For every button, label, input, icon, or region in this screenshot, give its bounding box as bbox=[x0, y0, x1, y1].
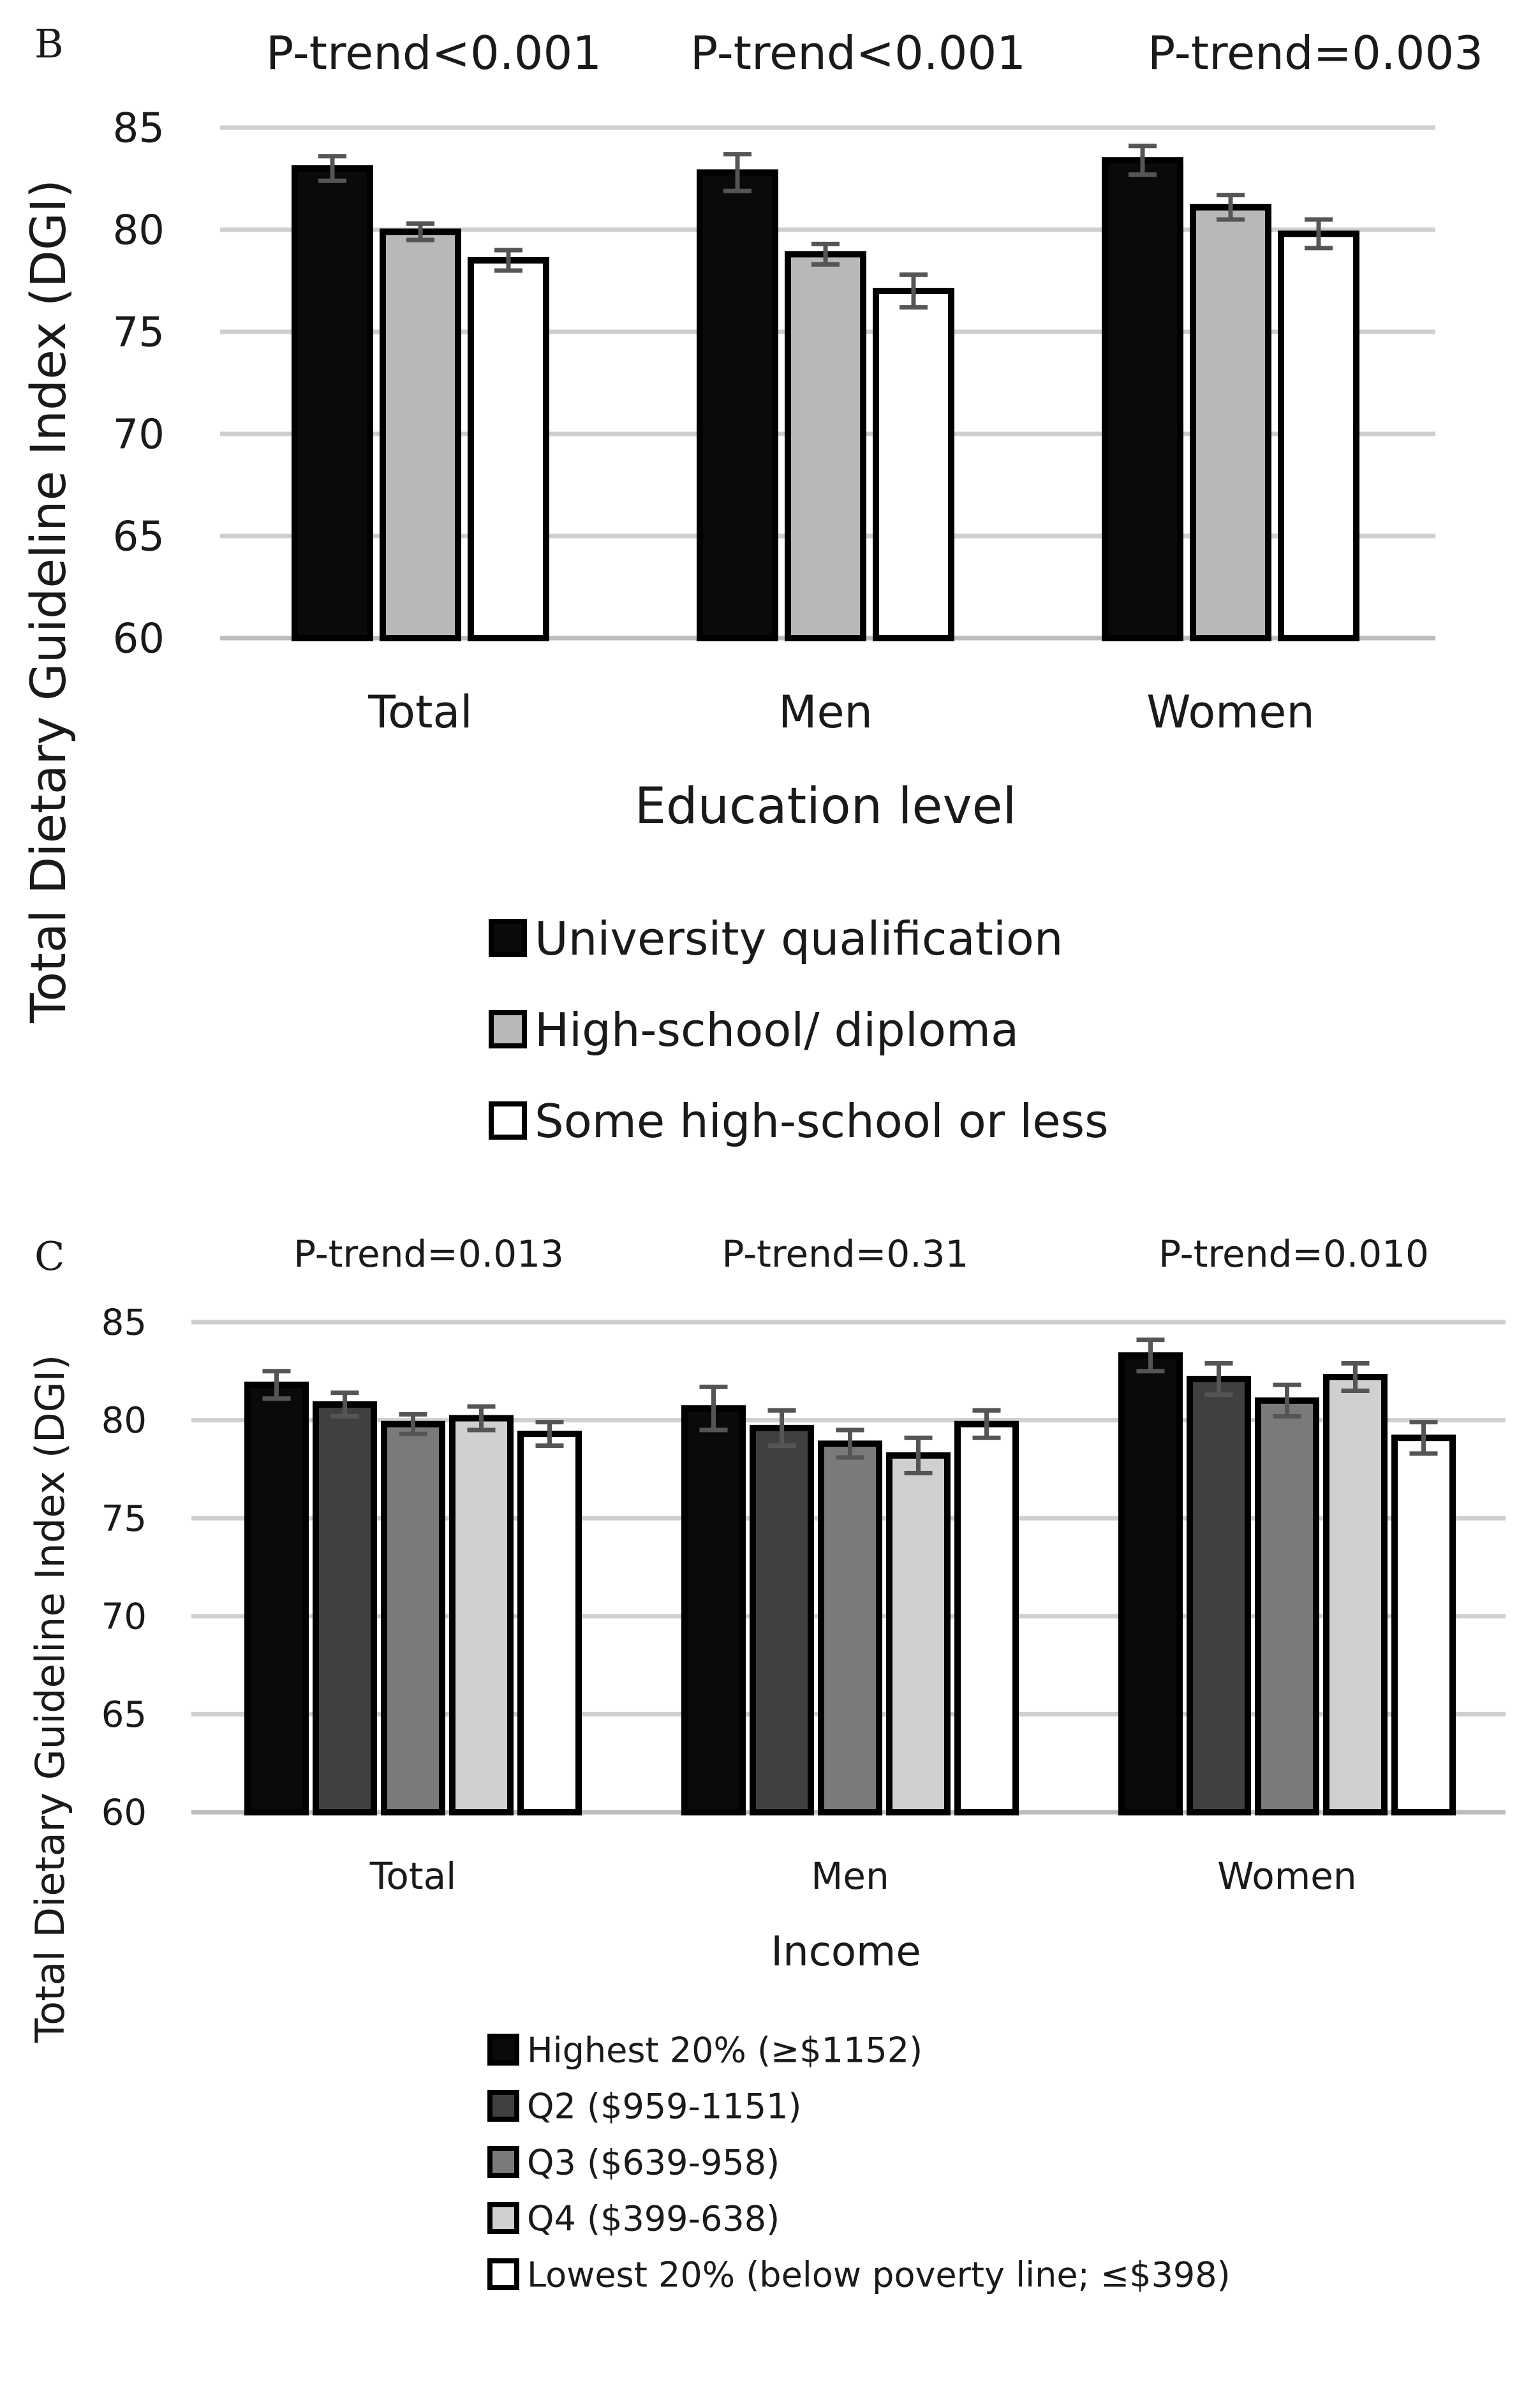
y-tick-label: 85 bbox=[101, 1302, 147, 1344]
y-tick-label: 65 bbox=[101, 1694, 147, 1736]
panel-label-c: C bbox=[34, 1233, 64, 1279]
legend-label: University qualification bbox=[535, 912, 1063, 965]
bar bbox=[449, 1415, 514, 1816]
panel-label-b: B bbox=[34, 20, 64, 67]
bar bbox=[886, 1452, 951, 1815]
bar bbox=[1391, 1434, 1456, 1816]
panel-c-y-axis-label: Total Dietary Guideline Index (DGI) bbox=[27, 1355, 73, 2043]
p-trend-annotation: P-trend=0.010 bbox=[1159, 1232, 1429, 1276]
p-trend-annotation: P-trend<0.001 bbox=[266, 26, 602, 80]
bar bbox=[954, 1420, 1019, 1815]
legend-swatch bbox=[487, 2090, 519, 2122]
legend-swatch bbox=[489, 1010, 527, 1048]
bar bbox=[517, 1431, 582, 1815]
x-tick-label: Total bbox=[369, 1854, 456, 1898]
bar bbox=[292, 165, 373, 641]
p-trend-annotation: P-trend=0.003 bbox=[1148, 26, 1483, 80]
panel-c-x-tick-labels: Total Men Women bbox=[369, 1854, 1357, 1898]
bar bbox=[1255, 1397, 1319, 1815]
bar bbox=[1323, 1374, 1388, 1816]
panel-b-error-bars bbox=[318, 144, 1333, 310]
y-tick-label: 85 bbox=[113, 105, 165, 152]
bar bbox=[873, 288, 954, 641]
y-tick-label: 60 bbox=[113, 615, 165, 662]
bar bbox=[1102, 157, 1183, 641]
legend-swatch bbox=[487, 2202, 519, 2234]
y-tick-label: 60 bbox=[101, 1792, 147, 1834]
p-trend-annotation: P-trend<0.001 bbox=[690, 26, 1026, 80]
bar bbox=[697, 169, 778, 641]
bar bbox=[818, 1440, 882, 1816]
y-tick-label: 70 bbox=[113, 411, 165, 458]
panel-c-error-bars bbox=[262, 1337, 1438, 1476]
x-tick-label: Women bbox=[1146, 686, 1315, 738]
bar bbox=[1118, 1352, 1183, 1816]
bar bbox=[381, 1420, 445, 1815]
y-tick-label: 75 bbox=[113, 309, 165, 356]
panel-c-x-axis-label: Income bbox=[771, 1928, 921, 1976]
panel-c-y-tick-labels: 85 80 75 70 65 60 bbox=[101, 1302, 147, 1834]
panel-c-p-trend-annotations: P-trend=0.013 P-trend=0.31 P-trend=0.010 bbox=[293, 1232, 1429, 1276]
legend-swatch bbox=[487, 2146, 519, 2178]
y-tick-label: 80 bbox=[113, 207, 165, 254]
panel-b-x-axis-label: Education level bbox=[635, 778, 1017, 835]
panel-b-bars bbox=[292, 157, 1359, 641]
p-trend-annotation: P-trend=0.013 bbox=[293, 1232, 564, 1276]
y-tick-label: 80 bbox=[101, 1400, 147, 1442]
legend-swatch bbox=[489, 919, 527, 957]
y-tick-label: 65 bbox=[113, 513, 165, 560]
legend-label: Lowest 20% (below poverty line; ≤$398) bbox=[527, 2254, 1231, 2295]
legend-swatch bbox=[487, 2034, 519, 2066]
legend-swatch bbox=[487, 2258, 519, 2290]
panel-b-p-trend-annotations: P-trend<0.001 P-trend<0.001 P-trend=0.003 bbox=[266, 26, 1483, 80]
legend-label: Some high-school or less bbox=[535, 1094, 1109, 1148]
legend-label: Q4 ($399-638) bbox=[527, 2198, 780, 2239]
x-tick-label: Total bbox=[367, 686, 472, 738]
x-tick-label: Men bbox=[811, 1854, 889, 1898]
panel-b-x-tick-labels: Total Men Women bbox=[367, 686, 1315, 738]
bar bbox=[750, 1424, 814, 1815]
y-tick-label: 75 bbox=[101, 1498, 147, 1540]
panel-b-y-axis-label: Total Dietary Guideline Index (DGI) bbox=[20, 179, 77, 1024]
bar bbox=[1190, 204, 1271, 641]
panel-c-legend: Highest 20% (≥$1152) Q2 ($959-1151) Q3 ($6… bbox=[487, 2030, 1231, 2295]
bar bbox=[681, 1405, 746, 1815]
bar bbox=[785, 251, 866, 641]
y-tick-label: 70 bbox=[101, 1596, 147, 1637]
bar bbox=[313, 1401, 377, 1815]
p-trend-annotation: P-trend=0.31 bbox=[722, 1232, 969, 1276]
panel-b-legend: University qualification High-school/ dip… bbox=[489, 912, 1109, 1148]
legend-label: High-school/ diploma bbox=[535, 1003, 1019, 1057]
bar bbox=[468, 257, 549, 641]
panel-c-bars bbox=[244, 1352, 1456, 1816]
bar bbox=[244, 1382, 309, 1815]
x-tick-label: Men bbox=[778, 686, 873, 738]
bar bbox=[1278, 230, 1359, 641]
panel-b: B 85 80 75 70 65 60 Total Men Women P-trend<0.0… bbox=[20, 20, 1483, 1148]
panel-c: C 85 80 75 70 65 60 Total Men Women P-trend=0.0… bbox=[27, 1232, 1506, 2295]
bar bbox=[380, 228, 461, 641]
legend-label: Q2 ($959-1151) bbox=[527, 2086, 802, 2126]
panel-b-y-tick-labels: 85 80 75 70 65 60 bbox=[113, 105, 165, 662]
legend-label: Highest 20% (≥$1152) bbox=[527, 2030, 922, 2070]
bar bbox=[1187, 1376, 1251, 1815]
legend-label: Q3 ($639-958) bbox=[527, 2142, 780, 2182]
x-tick-label: Women bbox=[1217, 1854, 1356, 1898]
legend-swatch bbox=[489, 1101, 527, 1140]
